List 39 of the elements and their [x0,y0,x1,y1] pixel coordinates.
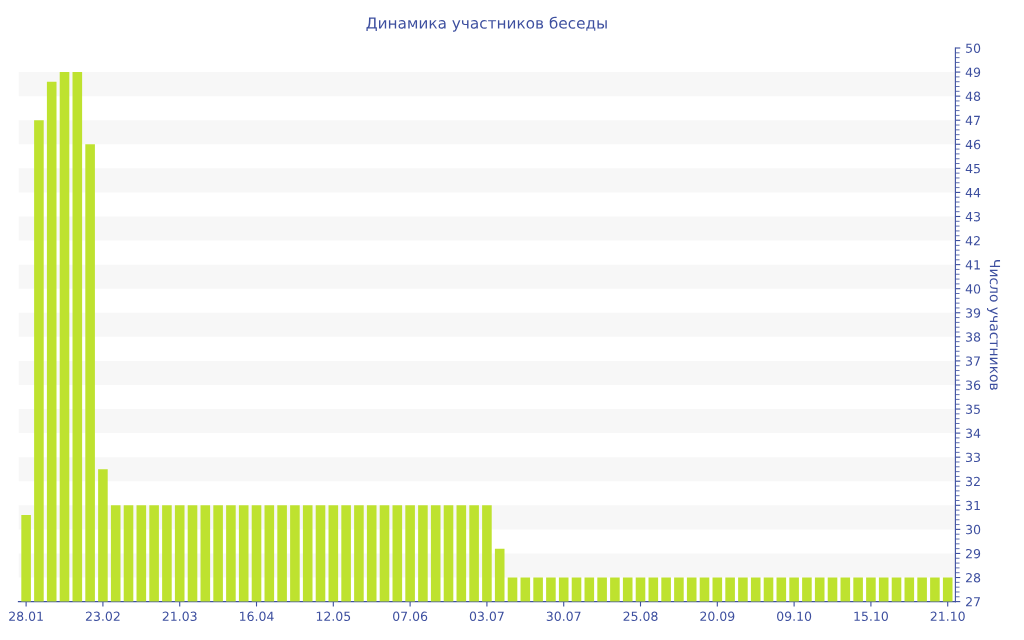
x-tick-label: 07.06 [393,611,428,621]
y-tick-label: 40 [965,284,981,294]
y-tick-label: 33 [966,452,981,463]
y-tick-label: 36 [966,380,981,390]
x-tick-label: 23.02 [85,611,120,621]
y-tick-label: 34 [966,428,981,439]
x-tick-label: 30.07 [546,611,581,621]
y-tick-label: 45 [965,163,980,174]
x-tick-label: 15.10 [854,611,888,621]
x-tick-label: 28.01 [9,611,43,621]
y-tick-label: 29 [966,548,981,559]
y-tick-label: 27 [966,597,980,607]
y-tick-label: 42 [965,236,980,246]
x-tick-label: 21.03 [162,611,197,621]
y-tick-label: 39 [966,308,981,318]
y-tick-label: 43 [965,211,981,222]
x-tick-label: 12.05 [316,611,351,621]
y-tick-label: 37 [966,356,980,366]
x-tick-label: 25.08 [623,611,658,621]
y-tick-label: 41 [965,260,980,270]
y-tick-label: 38 [966,332,981,342]
y-tick-label: 30 [966,524,981,535]
x-tick-label: 03.07 [469,611,504,621]
x-tick-label: 20.09 [700,611,735,621]
y-tick-label: 31 [966,500,980,511]
y-axis-title: Число участников [987,260,1001,390]
y-tick-label: 28 [966,573,981,583]
y-tick-label: 46 [965,139,981,150]
y-tick-label: 50 [966,43,981,53]
x-tick-label: 09.10 [777,611,812,621]
y-tick-label: 44 [965,188,981,198]
x-tick-label: 21.10 [930,611,965,621]
y-tick-label: 32 [966,476,980,487]
x-tick-label: 16.04 [239,611,274,621]
chart-title: Динамика участников беседы [366,16,607,32]
y-tick-label: 35 [966,404,980,414]
y-tick-label: 49 [965,67,981,77]
y-tick-label: 48 [965,91,981,102]
y-tick-label: 47 [965,115,980,125]
